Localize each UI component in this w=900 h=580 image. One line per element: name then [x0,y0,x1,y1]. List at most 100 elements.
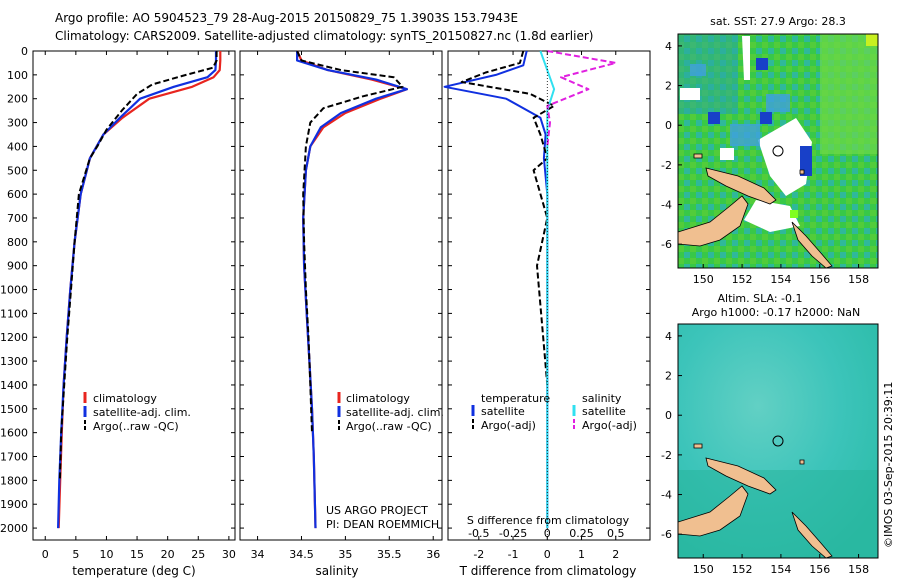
difference-legend: temperature salinity satellite Argo(-adj… [471,392,637,432]
temperature-plot: 0 5 10 15 20 25 30 [33,50,236,561]
map-x-tick-label: 156 [809,563,830,576]
sst-cool-spots [690,64,790,146]
salinity-xlabel: salinity [315,564,358,578]
series-line [58,51,218,481]
sst-land-small [693,153,805,175]
x-tick-label: 35 [338,548,352,561]
depth-tick-label: 500 [7,164,28,177]
depth-tick-label: 1900 [0,498,28,511]
sla-land-newbritain [678,457,777,537]
x-tick-label: 34 [251,548,265,561]
map-x-tick-label: 154 [770,563,791,576]
legend-label-satellite: satellite-adj. clim. [346,406,444,419]
map-y-tick-label: -6 [661,238,672,251]
imos-timestamp: ©IMOS 03-Sep-2015 20:39:11 [882,382,895,548]
x-tick-label: -2 [473,548,484,561]
sla-land-small [693,443,805,465]
legend-header-temperature: temperature [481,392,550,405]
legend-label-satellite: satellite-adj. clim. [93,406,191,419]
sla-map [678,324,878,558]
s-tick-label: 0.5 [607,527,625,540]
map-y-tick-label: 4 [665,330,672,343]
s-tick-label: -0.5 [468,527,489,540]
series-line [539,50,556,529]
x-tick-label: 36 [426,548,440,561]
salinity-plot: 34 34.5 35 35.5 36 [240,50,442,561]
depth-axis: 0 100 200 300 400 500 600 700 800 900 1000 1100 1200… [0,45,28,535]
legend-label-t-argo: Argo(-adj) [481,419,536,432]
depth-tick-label: 600 [7,188,28,201]
sst-map-axes: 150 152 154 156 158 4 2 0 -2 -4 -6 [661,40,869,286]
sla-land-bougainville [791,511,833,558]
x-tick-label: 10 [99,548,113,561]
sla-map-title: Altim. SLA: -0.1 [717,292,802,305]
legend-header-salinity: salinity [582,392,622,405]
depth-tick-label: 1300 [0,355,28,368]
map-y-tick-label: -2 [661,449,672,462]
sst-warm-corner [866,34,878,46]
x-tick-label: 30 [222,548,236,561]
map-y-tick-label: -4 [661,199,672,212]
depth-tick-label: 1200 [0,331,28,344]
depth-tick-label: 1400 [0,379,28,392]
salinity-panel [239,50,443,541]
sst-green-spot [790,210,798,218]
depth-tick-label: 800 [7,236,28,249]
temperature-panel [32,50,236,541]
legend-label-argo: Argo(..raw -QC) [346,420,432,433]
s-tick-label: -0.25 [499,527,527,540]
depth-tick-label: 200 [7,93,28,106]
pi-credit: PI: DEAN ROEMMICH [326,518,439,531]
legend-label-s-argo: Argo(-adj) [582,419,637,432]
map-y-tick-label: 4 [665,40,672,53]
legend-label-climatology: climatology [346,392,410,405]
map-y-tick-label: 0 [665,409,672,422]
sla-map-frame [677,323,879,559]
depth-tick-label: 400 [7,140,28,153]
x-tick-label: 2 [612,548,619,561]
salinity-legend: climatology satellite-adj. clim. Argo(..… [337,392,444,433]
x-tick-label: 35.5 [377,548,402,561]
series-line [57,51,222,529]
series-line [296,51,408,529]
legend-label-s-satellite: satellite [582,405,626,418]
sst-map-frame [677,33,879,269]
depth-tick-label: 100 [7,69,28,82]
x-tick-label: 34.5 [289,548,314,561]
map-x-tick-label: 158 [848,563,869,576]
sst-land-newbritain [678,167,777,247]
difference-plot: -2 -1 0 1 2 -0.5 -0.25 0 0.25 0.5 [443,50,650,561]
sst-cold-patch [708,58,812,176]
sla-map-subtitle: Argo h1000: -0.17 h2000: NaN [692,306,861,319]
depth-tick-label: 1800 [0,474,28,487]
x-tick-label: 20 [161,548,175,561]
map-y-tick-label: -6 [661,528,672,541]
s-tick-label: 0 [544,527,551,540]
s-difference-xlabel: S difference from climatology [467,514,630,527]
legend-label-t-satellite: satellite [481,405,525,418]
x-tick-label: 0 [544,548,551,561]
sst-cloud-mask [680,36,812,232]
x-tick-label: 0 [42,548,49,561]
map-y-tick-label: 0 [665,119,672,132]
header-line1: Argo profile: AO 5904523_79 28-Aug-2015 … [55,11,518,25]
depth-tick-label: 0 [21,45,28,58]
map-x-tick-label: 150 [693,563,714,576]
map-x-tick-label: 156 [809,273,830,286]
x-tick-label: 25 [191,548,205,561]
temperature-xlabel: temperature (deg C) [72,564,195,578]
header-line2: Climatology: CARS2009. Satellite-adjuste… [55,29,593,43]
map-y-tick-label: -4 [661,489,672,502]
depth-tick-label: 1600 [0,427,28,440]
sla-map-axes: 150 152 154 156 158 4 2 0 -2 -4 -6 [661,330,869,576]
sst-cool-patch [678,34,738,114]
map-y-tick-label: 2 [665,80,672,93]
map-x-tick-label: 154 [770,273,791,286]
depth-tick-label: 1100 [0,307,28,320]
map-x-tick-label: 152 [732,273,753,286]
depth-tick-label: 1500 [0,403,28,416]
sst-warm-patch [820,34,878,154]
sst-argo-marker [772,145,784,157]
series-line [296,50,404,433]
depth-tick-label: 300 [7,117,28,130]
